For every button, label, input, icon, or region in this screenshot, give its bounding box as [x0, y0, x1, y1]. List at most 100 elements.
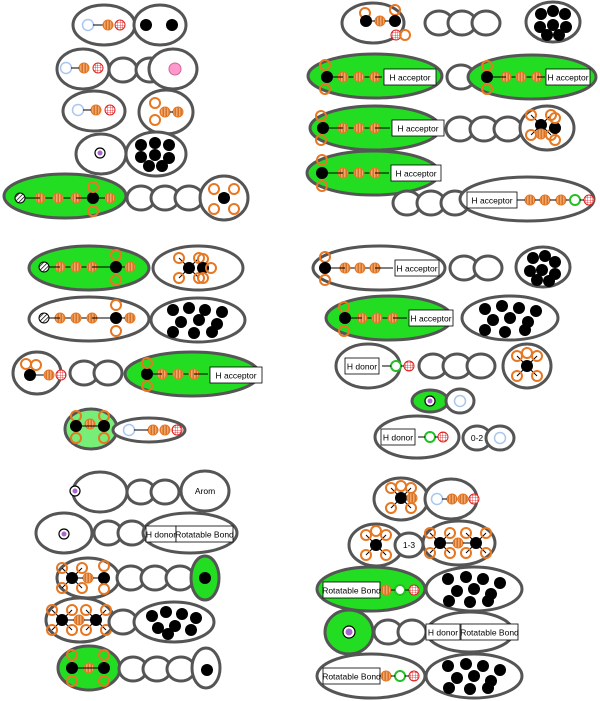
label-box [408, 309, 454, 327]
label-h-donor: H donor [347, 362, 377, 372]
hatched-atom-icon [457, 493, 469, 505]
label-rotatable-bond: Rotatable Bond [175, 530, 234, 540]
black-atom-icon [319, 262, 331, 274]
orange-ring-icon [360, 529, 372, 541]
black-atom-icon [460, 571, 472, 583]
hatched-atom-icon [380, 670, 392, 682]
hatched-atom-icon [147, 424, 159, 436]
purple-core [72, 488, 78, 494]
orange-ring-icon [208, 203, 220, 215]
black-atom-icon [527, 252, 539, 264]
light-blue-atom-icon [493, 431, 507, 445]
hatched-atom-icon [90, 104, 102, 116]
black-atom-icon [152, 622, 164, 634]
orange-ring-icon [460, 547, 472, 559]
purple-core [427, 398, 433, 404]
hatched-atom-icon [70, 312, 82, 324]
green-ring-icon [390, 360, 402, 372]
black-atom-icon [360, 15, 372, 27]
hatched-atom-icon [452, 537, 464, 549]
orange-ring-icon [205, 262, 217, 274]
orange-ring-icon [141, 380, 153, 392]
black-atom-icon [560, 21, 572, 33]
hatched-atom-icon [73, 614, 85, 626]
orange-ring-icon [380, 549, 392, 561]
orange-ring-icon [149, 114, 161, 126]
black-atom-icon [549, 256, 561, 268]
orange-ring-icon [87, 205, 99, 217]
purple-core [97, 150, 103, 156]
black-atom-icon [90, 614, 102, 626]
black-atom-icon [141, 368, 153, 380]
label-box [383, 68, 437, 86]
label-h-acceptor: H acceptor [547, 73, 588, 83]
hatched-atom-icon [70, 261, 82, 273]
orange-ring-icon [193, 272, 205, 284]
hatched-atom-icon [371, 312, 383, 324]
ring [396, 618, 428, 646]
black-atom-icon [479, 303, 491, 315]
orange-ring-icon [98, 649, 110, 661]
orange-ring-icon [110, 249, 122, 261]
black-atom-icon [482, 682, 494, 694]
label-h-acceptor: H acceptor [396, 264, 437, 274]
orange-ring-icon [424, 527, 436, 539]
label-h-acceptor: H acceptor [410, 314, 451, 324]
black-atom-icon [146, 610, 158, 622]
black-atom-icon [199, 304, 211, 316]
black-atom-icon [543, 275, 555, 287]
black-atom-icon [87, 192, 99, 204]
hatched-atom-icon [406, 492, 418, 504]
orange-ring-icon [370, 525, 382, 537]
hatched-atom-icon [84, 418, 96, 430]
red-grid-atom-icon [437, 431, 449, 443]
black-atom-icon [443, 682, 455, 694]
label-h-donor: H donor [146, 530, 176, 540]
label-box [344, 357, 380, 375]
label-rotatable-bond: Rotatable Bond [460, 628, 519, 638]
orange-ring-icon [315, 110, 327, 122]
orange-ring-icon [228, 183, 240, 195]
orange-ring-icon [76, 582, 88, 594]
ring [179, 469, 231, 513]
black-atom-icon [481, 71, 493, 83]
ring [340, 1, 406, 45]
black-atom-icon [185, 624, 197, 636]
orange-ring-icon [511, 370, 523, 382]
label-h-acceptor: H acceptor [215, 371, 256, 381]
black-atom-icon [166, 19, 178, 31]
black-atom-icon [110, 312, 122, 324]
orange-ring-icon [149, 97, 161, 109]
black-atom-icon [442, 660, 454, 672]
black-atom-icon [519, 324, 531, 336]
label-box [175, 525, 234, 543]
orange-ring-icon [525, 109, 537, 121]
black-atom-icon [206, 326, 218, 338]
label-h-donor: H donor [383, 433, 413, 443]
light-blue-atom-icon [122, 423, 136, 437]
bond-line [218, 193, 225, 199]
hatched-atom-icon [124, 312, 136, 324]
green-ring-icon [394, 584, 406, 596]
black-atom-icon [524, 265, 536, 277]
hatched-atom-icon [159, 106, 171, 118]
hatched-atom-icon [555, 194, 567, 206]
orange-ring-icon [46, 604, 58, 616]
black-atom-icon [98, 572, 110, 584]
black-atom-icon [110, 261, 122, 273]
black-atom-icon [66, 572, 78, 584]
hatched-atom-icon [374, 15, 386, 27]
black-atom-icon [135, 151, 147, 163]
orange-ring-icon [316, 154, 328, 166]
orange-ring-icon [319, 274, 331, 286]
orange-ring-icon [110, 325, 122, 337]
orange-ring-icon [46, 624, 58, 636]
hatched-atom-icon [172, 368, 184, 380]
hatched-atom-icon [102, 19, 114, 31]
orange-ring-icon [315, 134, 327, 146]
orange-ring-icon [480, 527, 492, 539]
light-blue-atom-icon [59, 61, 73, 75]
black-atom-icon [193, 314, 205, 326]
black-atom-icon [201, 664, 213, 676]
light-blue-atom-icon [71, 103, 85, 117]
